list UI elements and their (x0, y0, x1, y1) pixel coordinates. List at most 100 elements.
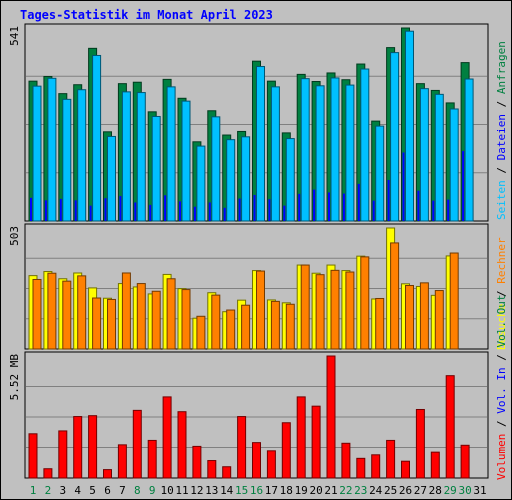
bar-volumen-day-14 (222, 466, 232, 479)
bar-rechner-day-17 (270, 300, 280, 350)
bar-seiten-day-18 (283, 205, 286, 221)
bar-seiten-day-11 (179, 201, 181, 221)
bar-dateien-day-6 (107, 135, 116, 222)
bar-dateien-day-15 (241, 136, 251, 222)
legend-separator: / (495, 348, 508, 368)
bar-rechner-day-16 (256, 270, 265, 350)
day-label-6: 6 (104, 484, 111, 497)
bar-rechner-day-28 (434, 290, 444, 350)
bar-seiten-day-9 (149, 204, 152, 221)
bar-rechner-day-12 (196, 315, 206, 350)
bar-seiten-day-5 (89, 205, 92, 221)
day-label-3: 3 (59, 484, 66, 497)
bar-dateien-day-7 (121, 91, 131, 222)
bar-seiten-day-4 (74, 200, 77, 221)
bar-seiten-day-16 (253, 194, 256, 221)
bar-seiten-day-23 (357, 183, 360, 221)
legend-besuche: Besuche (495, 304, 508, 350)
bar-dateien-day-2 (47, 77, 57, 222)
bar-rechner-day-25 (390, 242, 400, 350)
day-label-5: 5 (89, 484, 96, 497)
bar-volumen-day-18 (281, 422, 291, 479)
bar-seiten-day-29 (447, 199, 450, 221)
bar-volumen-day-10 (162, 396, 172, 479)
day-label-28: 28 (429, 484, 442, 497)
bar-seiten-day-1 (30, 197, 32, 221)
day-label-19: 19 (295, 484, 308, 497)
panel-visits: 503 (8, 223, 489, 350)
bar-volumen-day-29 (445, 375, 455, 479)
bar-rechner-day-3 (62, 280, 72, 350)
bar-rechner-day-23 (360, 256, 370, 350)
bar-rechner-day-21 (330, 269, 340, 350)
bar-dateien-day-12 (196, 145, 206, 222)
plot-panels: 541 503 5.52 MB (8, 23, 489, 479)
legend-rechner: Rechner (495, 237, 508, 284)
bar-volumen-day-7 (117, 444, 127, 479)
bar-rechner-day-19 (300, 264, 310, 350)
bar-volumen-day-20 (311, 405, 321, 479)
bar-rechner-day-26 (405, 284, 414, 350)
legend-anfragen: Anfragen (495, 41, 508, 94)
day-label-14: 14 (220, 484, 234, 497)
bar-rechner-day-9 (151, 290, 161, 350)
bar-seiten-day-22 (342, 193, 345, 221)
bar-dateien-day-23 (360, 68, 370, 222)
bar-volumen-day-23 (356, 457, 366, 479)
bar-rechner-day-15 (241, 304, 251, 350)
bar-dateien-day-22 (345, 84, 355, 222)
bar-rechner-day-2 (47, 272, 57, 350)
bar-volumen-day-28 (430, 451, 440, 479)
day-label-13: 13 (205, 484, 218, 497)
bar-dateien-day-30 (464, 78, 474, 222)
day-label-7: 7 (119, 484, 126, 497)
bar-rechner-day-8 (136, 283, 146, 350)
day-label-18: 18 (280, 484, 293, 497)
day-label-1: 1 (30, 484, 37, 497)
bar-rechner-day-18 (285, 303, 295, 350)
bar-dateien-day-21 (330, 77, 340, 222)
day-label-27: 27 (414, 484, 427, 497)
bar-dateien-day-3 (62, 98, 72, 222)
bar-volumen-day-27 (415, 408, 425, 479)
bar-volumen-day-2 (43, 468, 53, 479)
bar-seiten-day-2 (44, 200, 47, 221)
y-axis-max-label: 541 (8, 26, 21, 46)
bar-volumen-day-26 (401, 460, 410, 479)
bar-volumen-day-3 (58, 430, 68, 479)
bar-dateien-day-26 (405, 30, 414, 222)
bar-seiten-day-21 (328, 192, 330, 221)
legend-group-2: Besuche / Rechner (495, 237, 508, 350)
bar-volumen-day-5 (88, 415, 98, 479)
bar-dateien-day-5 (92, 54, 102, 222)
bar-rechner-day-22 (345, 271, 355, 350)
bar-seiten-day-24 (372, 200, 375, 221)
bar-volumen-day-22 (341, 442, 351, 479)
bar-seiten-day-12 (193, 206, 196, 221)
day-label-22: 22 (339, 484, 352, 497)
legend-separator: / (495, 160, 508, 180)
bar-dateien-day-17 (270, 86, 280, 222)
day-label-29: 29 (444, 484, 457, 497)
bar-rechner-day-6 (107, 298, 116, 350)
bar-rechner-day-20 (315, 274, 325, 350)
bar-seiten-day-10 (164, 195, 167, 221)
day-label-8: 8 (134, 484, 141, 497)
bar-rechner-day-24 (375, 297, 385, 350)
bar-seiten-day-30 (462, 151, 465, 221)
bar-dateien-day-11 (181, 100, 191, 222)
legend-group-3: Volumen / Vol. In / Vol. Out (495, 295, 508, 480)
day-label-16: 16 (250, 484, 263, 497)
day-label-31: 31 (473, 484, 486, 497)
day-label-21: 21 (324, 484, 337, 497)
bar-volumen-day-21 (326, 355, 336, 479)
bar-volumen-day-19 (296, 396, 306, 479)
bar-dateien-day-13 (211, 116, 221, 222)
bar-dateien-day-1 (32, 85, 42, 222)
bar-volumen-day-16 (252, 442, 261, 479)
legend-dateien: Dateien (495, 114, 508, 160)
bar-seiten-day-6 (104, 198, 107, 221)
bar-rechner-day-5 (92, 297, 102, 350)
bar-dateien-day-9 (151, 115, 161, 222)
